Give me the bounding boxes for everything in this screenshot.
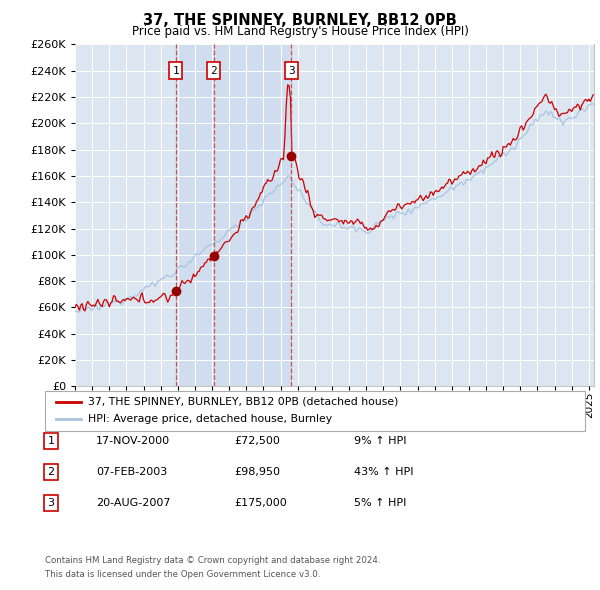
Text: 2: 2: [47, 467, 55, 477]
Text: 1: 1: [172, 65, 179, 76]
Text: 2: 2: [211, 65, 217, 76]
Text: 3: 3: [288, 65, 295, 76]
Text: 20-AUG-2007: 20-AUG-2007: [96, 498, 170, 507]
Text: 07-FEB-2003: 07-FEB-2003: [96, 467, 167, 477]
Text: Contains HM Land Registry data © Crown copyright and database right 2024.: Contains HM Land Registry data © Crown c…: [45, 556, 380, 565]
Text: 37, THE SPINNEY, BURNLEY, BB12 0PB: 37, THE SPINNEY, BURNLEY, BB12 0PB: [143, 13, 457, 28]
Text: Price paid vs. HM Land Registry's House Price Index (HPI): Price paid vs. HM Land Registry's House …: [131, 25, 469, 38]
Text: 37, THE SPINNEY, BURNLEY, BB12 0PB (detached house): 37, THE SPINNEY, BURNLEY, BB12 0PB (deta…: [88, 397, 398, 407]
Text: £72,500: £72,500: [234, 437, 280, 446]
Bar: [176, 44, 292, 386]
Text: 5% ↑ HPI: 5% ↑ HPI: [354, 498, 406, 507]
Text: HPI: Average price, detached house, Burnley: HPI: Average price, detached house, Burn…: [88, 414, 332, 424]
Text: 9% ↑ HPI: 9% ↑ HPI: [354, 437, 407, 446]
Text: 1: 1: [47, 437, 55, 446]
Text: 43% ↑ HPI: 43% ↑ HPI: [354, 467, 413, 477]
Text: This data is licensed under the Open Government Licence v3.0.: This data is licensed under the Open Gov…: [45, 571, 320, 579]
Text: £175,000: £175,000: [234, 498, 287, 507]
Text: £98,950: £98,950: [234, 467, 280, 477]
Text: 17-NOV-2000: 17-NOV-2000: [96, 437, 170, 446]
Text: 3: 3: [47, 498, 55, 507]
